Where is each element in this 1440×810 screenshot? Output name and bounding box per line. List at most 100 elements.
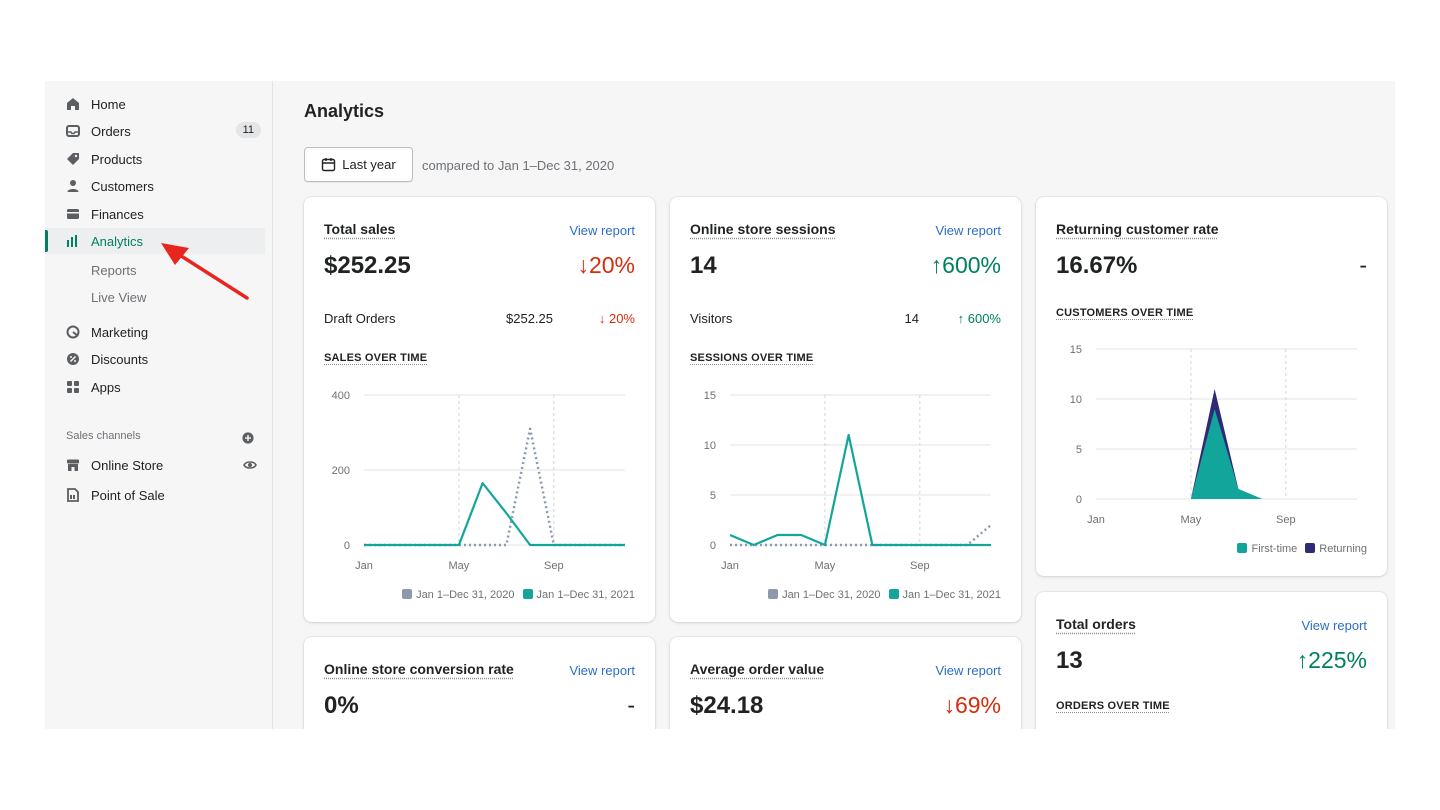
sidebar-item-home[interactable]: Home <box>45 91 265 117</box>
metric-change: - <box>627 692 635 718</box>
chart-legend: Jan 1–Dec 31, 2020 Jan 1–Dec 31, 2021 <box>402 589 635 601</box>
y-tick-label: 5 <box>1076 444 1082 456</box>
sidebar-item-analytics[interactable]: Analytics <box>45 228 265 254</box>
sidebar-subitem-live-view[interactable]: Live View <box>91 290 147 305</box>
legend-item: Returning <box>1305 543 1367 555</box>
y-tick-label: 10 <box>1070 394 1082 406</box>
total-orders-card: Total orders View report 13 ↑225% ORDERS… <box>1036 592 1387 729</box>
x-tick-label: May <box>1181 514 1202 526</box>
x-tick-label: Jan <box>1087 514 1105 526</box>
date-range-label: Last year <box>342 157 396 172</box>
calendar-icon <box>322 158 336 172</box>
area-returning <box>1096 389 1357 499</box>
legend-label: First-time <box>1251 543 1298 555</box>
legend-item: Jan 1–Dec 31, 2021 <box>888 589 1001 601</box>
chart-title[interactable]: ORDERS OVER TIME <box>1056 700 1170 712</box>
view-report-link[interactable]: View report <box>935 223 1001 238</box>
sidebar-item-discounts[interactable]: Discounts <box>45 346 265 372</box>
view-report-link[interactable]: View report <box>1301 618 1367 633</box>
y-tick-label: 15 <box>1070 344 1082 356</box>
sidebar-item-label: Orders <box>91 123 131 139</box>
series-line <box>364 482 625 547</box>
sidebar-item-finances[interactable]: Finances <box>45 201 265 227</box>
legend-label: Returning <box>1319 543 1367 555</box>
row-change: ↓ 20% <box>598 311 635 326</box>
y-tick-label: 5 <box>710 490 716 502</box>
sidebar-item-label: Point of Sale <box>91 487 165 503</box>
bar-chart-icon <box>66 234 80 248</box>
x-tick-label: Jan <box>355 560 373 572</box>
average-order-value-card: Average order value View report $24.18 ↓… <box>670 637 1021 729</box>
metric-change: ↑225% <box>1296 647 1367 673</box>
y-tick-label: 400 <box>332 390 350 402</box>
x-tick-label: May <box>449 560 470 572</box>
chart-title[interactable]: SESSIONS OVER TIME <box>690 352 814 364</box>
metric-value: $252.25 <box>324 252 411 279</box>
row-label: Visitors <box>690 311 733 326</box>
legend-label: Jan 1–Dec 31, 2021 <box>536 589 635 601</box>
date-range-button[interactable]: Last year <box>304 147 413 182</box>
sales-over-time-chart: 0 200 400 Jan May Sep <box>332 390 625 572</box>
row-label: Draft Orders <box>324 311 396 326</box>
red-pointer-arrow-icon <box>161 243 249 300</box>
marketing-icon <box>66 325 80 339</box>
legend-item: First-time <box>1237 543 1297 555</box>
metric-change: ↓20% <box>577 252 635 278</box>
x-tick-label: Sep <box>910 560 930 572</box>
y-tick-label: 0 <box>1076 494 1082 506</box>
sidebar-item-marketing[interactable]: Marketing <box>45 319 265 345</box>
series-line <box>729 433 991 547</box>
y-tick-label: 0 <box>344 540 350 552</box>
conversion-rate-card: Online store conversion rate View report… <box>304 637 655 729</box>
sidebar-item-products[interactable]: Products <box>45 146 265 172</box>
card-title[interactable]: Returning customer rate <box>1056 221 1219 237</box>
legend-label: Jan 1–Dec 31, 2020 <box>782 589 881 601</box>
sidebar-item-label: Marketing <box>91 324 149 340</box>
y-tick-label: 200 <box>332 465 350 477</box>
card-title[interactable]: Total sales <box>324 221 396 237</box>
sidebar-item-label: Discounts <box>91 351 149 367</box>
metric-value: 0% <box>324 692 359 719</box>
sidebar-item-apps[interactable]: Apps <box>45 374 265 400</box>
card-title[interactable]: Online store conversion rate <box>324 661 514 677</box>
card-title[interactable]: Total orders <box>1056 616 1136 632</box>
chart-title[interactable]: SALES OVER TIME <box>324 352 428 364</box>
x-tick-label: Jan <box>721 560 739 572</box>
y-tick-label: 0 <box>710 540 716 552</box>
home-icon <box>66 97 80 111</box>
sidebar-item-customers[interactable]: Customers <box>45 173 265 199</box>
metric-change: ↓69% <box>943 692 1001 718</box>
sessions-over-time-chart: 0 5 10 15 Jan May Sep <box>704 390 992 572</box>
row-value: $252.25 <box>506 311 553 326</box>
view-report-link[interactable]: View report <box>569 663 635 678</box>
sidebar-item-online-store[interactable]: Online Store <box>45 452 265 478</box>
card-title[interactable]: Average order value <box>690 661 825 677</box>
legend-item: Jan 1–Dec 31, 2020 <box>402 589 515 601</box>
apps-icon <box>66 380 80 394</box>
sidebar-item-label: Products <box>91 151 143 167</box>
compare-text: compared to Jan 1–Dec 31, 2020 <box>422 158 615 173</box>
visitors-row: Visitors 14 ↑ 600% <box>690 311 1001 327</box>
view-report-link[interactable]: View report <box>935 663 1001 678</box>
finances-icon <box>66 207 80 221</box>
area-first-time <box>1096 409 1357 499</box>
legend-item: Jan 1–Dec 31, 2021 <box>522 589 635 601</box>
card-title[interactable]: Online store sessions <box>690 221 836 237</box>
eye-icon[interactable] <box>243 458 257 472</box>
chart-title[interactable]: CUSTOMERS OVER TIME <box>1056 307 1194 319</box>
view-report-link[interactable]: View report <box>569 223 635 238</box>
add-channel-icon[interactable] <box>242 431 256 445</box>
orders-count-badge: 11 <box>235 122 261 138</box>
series-line <box>730 524 992 547</box>
online-store-sessions-card: Online store sessions View report 14 ↑60… <box>670 197 1021 622</box>
sidebar-item-point-of-sale[interactable]: Point of Sale <box>45 482 265 508</box>
app-window: Home Orders 11 Products Customers Financ… <box>45 81 1395 729</box>
legend-item: Jan 1–Dec 31, 2020 <box>768 589 881 601</box>
sidebar-subitem-reports[interactable]: Reports <box>91 263 137 278</box>
sidebar-item-orders[interactable]: Orders 11 <box>45 118 265 144</box>
legend-label: Jan 1–Dec 31, 2020 <box>416 589 515 601</box>
tag-icon <box>66 152 80 166</box>
chart-legend: Jan 1–Dec 31, 2020 Jan 1–Dec 31, 2021 <box>768 589 1001 601</box>
total-sales-card: Total sales View report $252.25 ↓20% Dra… <box>304 197 655 622</box>
metric-value: 14 <box>690 252 717 279</box>
